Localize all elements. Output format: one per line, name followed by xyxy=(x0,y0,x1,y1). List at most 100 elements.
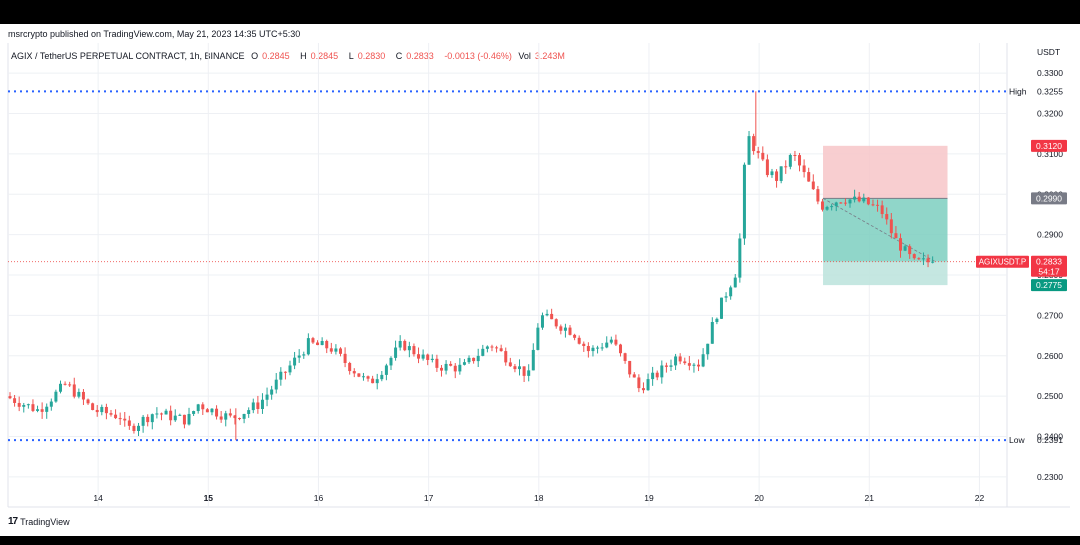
candle xyxy=(49,401,53,407)
candle xyxy=(802,165,806,173)
y-tick-label: 0.2600 xyxy=(1037,351,1063,361)
candle xyxy=(931,261,935,263)
candle xyxy=(421,354,425,359)
candle xyxy=(118,418,122,420)
candle xyxy=(508,362,512,367)
y-axis-unit: USDT xyxy=(1037,47,1060,57)
candle xyxy=(715,318,719,323)
candle xyxy=(889,219,893,234)
candle xyxy=(903,246,907,251)
candle xyxy=(921,258,925,260)
candle xyxy=(641,388,645,391)
candle xyxy=(692,364,696,366)
candle xyxy=(242,413,246,419)
publisher-line: msrcrypto published on TradingView.com, … xyxy=(8,29,301,39)
low-value: 0.2830 xyxy=(357,51,386,61)
candle xyxy=(719,297,723,319)
level-value-low: 0.2391 xyxy=(1037,435,1063,445)
y-tick-label: 0.3300 xyxy=(1037,68,1063,78)
high-value: 0.2845 xyxy=(310,51,339,61)
y-tick-label: 0.2300 xyxy=(1037,472,1063,482)
candle xyxy=(458,364,462,372)
candle xyxy=(58,383,62,392)
candle xyxy=(885,214,889,220)
candle xyxy=(522,366,526,376)
candle xyxy=(596,347,600,349)
candle xyxy=(472,357,476,362)
candle xyxy=(77,391,81,397)
candle xyxy=(219,416,223,420)
candle xyxy=(678,356,682,362)
candle xyxy=(687,363,691,366)
change-value: -0.0013 (-0.46%) xyxy=(444,51,512,61)
candle xyxy=(182,414,186,425)
candle xyxy=(8,396,12,399)
candle xyxy=(260,399,264,409)
symbol-tag-text: AGIXUSDT.P xyxy=(979,258,1027,267)
candle xyxy=(201,404,205,410)
candle xyxy=(899,238,903,251)
candle xyxy=(609,339,613,343)
candle xyxy=(104,406,108,414)
level-value-high: 0.3255 xyxy=(1037,86,1063,96)
candle xyxy=(95,409,99,413)
candle xyxy=(81,391,85,400)
y-tick-label: 0.2700 xyxy=(1037,310,1063,320)
close-label: C xyxy=(395,51,403,61)
candle xyxy=(265,394,269,400)
candle xyxy=(173,415,177,421)
candle xyxy=(623,353,627,361)
candle xyxy=(811,181,815,190)
candle xyxy=(91,403,95,410)
candle xyxy=(178,414,182,416)
target-price-text: 0.2775 xyxy=(1036,280,1062,290)
candle xyxy=(563,327,567,331)
candle xyxy=(444,363,448,371)
candle xyxy=(403,340,407,351)
candle xyxy=(697,364,701,367)
candle xyxy=(591,347,595,352)
candle xyxy=(628,360,632,375)
candle xyxy=(311,338,315,343)
entry-price-tag xyxy=(1031,192,1067,205)
target-price-tag xyxy=(1031,279,1067,292)
volume-value: 3.243M xyxy=(534,51,565,61)
candle xyxy=(862,197,866,202)
position-path-line xyxy=(822,197,936,263)
candle xyxy=(820,201,824,210)
stop-price-text: 0.3120 xyxy=(1036,141,1062,151)
candle xyxy=(164,410,168,415)
candle xyxy=(205,409,209,413)
candle xyxy=(343,353,347,363)
candle xyxy=(394,347,398,358)
candle xyxy=(127,420,131,426)
candle xyxy=(485,346,489,349)
stop-loss-zone xyxy=(823,145,948,199)
candle xyxy=(775,171,779,181)
candle xyxy=(357,373,361,377)
candle xyxy=(742,164,746,239)
candle xyxy=(513,366,517,370)
candle xyxy=(306,338,310,355)
candle xyxy=(798,155,802,166)
candle xyxy=(155,413,159,415)
candle xyxy=(63,383,67,385)
candle xyxy=(270,389,274,395)
candle xyxy=(600,347,604,349)
candle xyxy=(908,246,912,255)
candle xyxy=(651,372,655,380)
candle xyxy=(68,384,72,386)
entry-price-text: 0.2990 xyxy=(1036,193,1062,203)
candle xyxy=(210,408,214,413)
candle xyxy=(531,349,535,371)
candle xyxy=(375,379,379,384)
candle xyxy=(894,233,898,239)
candle xyxy=(784,166,788,168)
candle xyxy=(586,346,590,352)
y-tick-label: 0.2400 xyxy=(1037,432,1063,442)
candle xyxy=(495,347,499,349)
candle xyxy=(554,319,558,327)
x-tick-label: 18 xyxy=(534,493,544,503)
candle xyxy=(582,343,586,347)
